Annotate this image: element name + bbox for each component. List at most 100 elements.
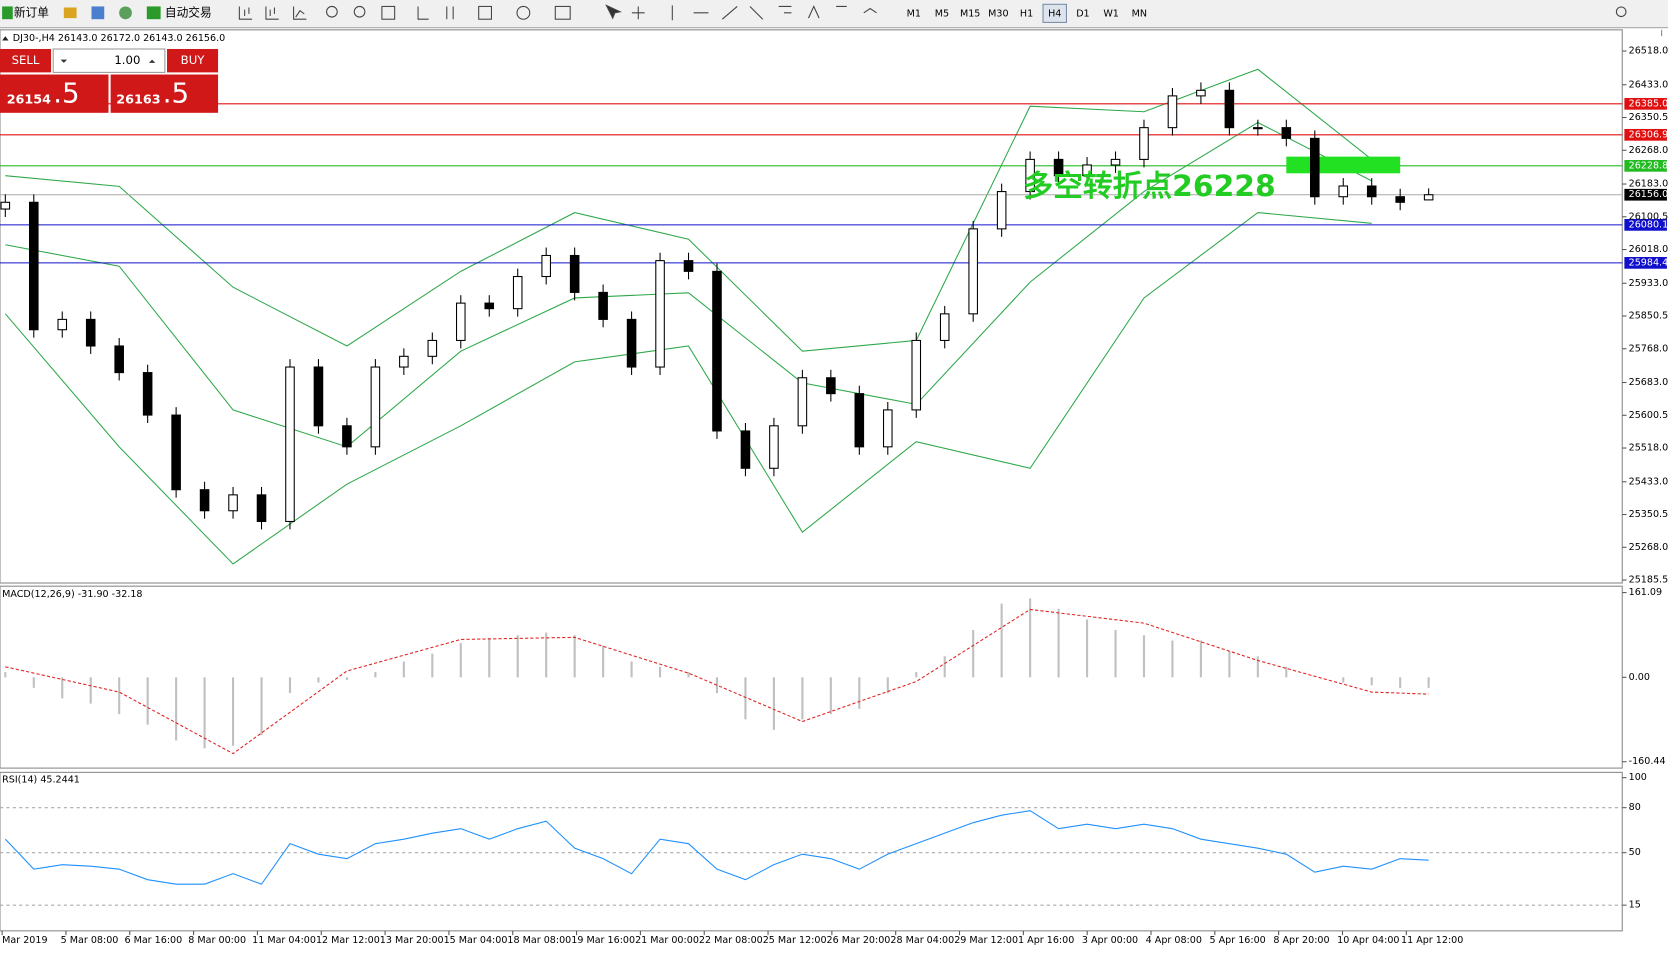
lots-value[interactable]: 1.00 [114, 53, 140, 67]
x-tick-label: 5 Apr 16:00 [1210, 935, 1266, 946]
zoom-out[interactable] [353, 5, 366, 18]
auto-trading[interactable]: 自动交易 [165, 5, 212, 19]
timeframe[interactable]: W1 [1103, 8, 1119, 19]
candle-body [1167, 95, 1178, 129]
x-tick-label: 19 Mar 16:00 [571, 935, 635, 946]
candle-body [57, 318, 68, 331]
candle-body [1423, 194, 1434, 201]
y-tick-label: 26183.0 [1629, 179, 1668, 190]
timeframes: M1 M5 M15 M30 H1 H4 D1 W1 MN [907, 3, 1147, 23]
candle-body [996, 191, 1007, 230]
timeframe[interactable]: H4 [1048, 8, 1061, 19]
indicators[interactable] [478, 5, 492, 20]
templates[interactable] [554, 5, 571, 20]
candle-body [228, 494, 238, 512]
line-tool[interactable] [293, 6, 307, 20]
timeframe[interactable]: M15 [960, 8, 980, 19]
rsi-header: RSI(14) 45.2441 [2, 774, 80, 785]
price-level-label: 25984.4 [1629, 257, 1668, 268]
tool-icon[interactable] [91, 6, 105, 20]
candle-body [342, 425, 352, 448]
y-tick-label: 25185.5 [1629, 575, 1668, 586]
timeframe[interactable]: M5 [935, 8, 949, 19]
sell-label[interactable]: SELL [12, 53, 40, 67]
active-timeframe [1042, 3, 1067, 23]
y-tick-label: 80 [1629, 802, 1641, 813]
tool-icon[interactable] [63, 7, 77, 19]
lots-input[interactable] [52, 48, 166, 73]
x-tick-label: 29 Mar 12:00 [954, 935, 1018, 946]
periods[interactable] [516, 5, 531, 20]
buy-price-box[interactable] [110, 74, 219, 113]
y-tick-label: 26433.0 [1629, 79, 1668, 90]
zoom-in[interactable] [326, 5, 338, 18]
candle-body [313, 366, 324, 427]
price-level-box [1624, 97, 1667, 110]
candle-body [1110, 158, 1121, 166]
x-tick-label: 8 Apr 20:00 [1273, 935, 1329, 946]
candle-body [1309, 137, 1320, 198]
y-tick-label: 26100.5 [1629, 211, 1668, 222]
candle-body [598, 291, 608, 320]
candle-body [854, 393, 865, 448]
sell-button[interactable] [0, 48, 52, 73]
new-order-icon[interactable] [2, 6, 13, 20]
price-level-box [1624, 159, 1667, 172]
collapse-arrow[interactable] [2, 36, 9, 41]
rsi-line [4, 810, 1429, 885]
candle-body [512, 275, 523, 310]
x-tick-label: 12 Mar 12:00 [316, 935, 380, 946]
draw-tools[interactable] [631, 5, 877, 21]
candle-body [85, 318, 96, 347]
tile[interactable] [381, 5, 396, 20]
candle-body [455, 302, 466, 341]
price-level-label: 26385.0 [1629, 98, 1668, 109]
timeframe[interactable]: H1 [1020, 8, 1033, 19]
price-level-box [1624, 188, 1667, 201]
x-tick-label: Mar 2019 [2, 935, 47, 946]
x-tick-label: 1 Apr 16:00 [1018, 935, 1074, 946]
sell-price-box[interactable] [0, 74, 109, 113]
y-tick-label: 26518.0 [1629, 46, 1668, 57]
candle-body [826, 377, 836, 395]
y-tick-label: 25933.0 [1629, 278, 1668, 289]
tool-icon[interactable] [119, 6, 132, 20]
bar-chart-tool[interactable] [238, 6, 253, 20]
y-tick-label: 25768.0 [1629, 343, 1668, 354]
x-tick-label: 8 Mar 00:00 [188, 935, 246, 946]
timeframe[interactable]: MN [1132, 8, 1147, 19]
candle-body [882, 409, 893, 448]
candle-body [199, 489, 210, 512]
auto-trading-icon[interactable] [146, 6, 161, 20]
x-tick-label: 25 Mar 12:00 [763, 935, 827, 946]
search[interactable] [1615, 6, 1627, 18]
candle-body [911, 339, 922, 411]
timeframe[interactable]: D1 [1076, 8, 1089, 19]
price-level-box [1624, 128, 1667, 141]
buy-label[interactable]: BUY [181, 53, 206, 67]
timeframe[interactable]: M1 [907, 8, 921, 19]
candle-body [399, 355, 409, 368]
candle-body [1224, 89, 1235, 129]
cursor[interactable] [605, 4, 622, 20]
scroll-tools[interactable] [417, 6, 454, 20]
candle-body [769, 425, 779, 469]
new-order[interactable]: 新订单 [14, 5, 49, 19]
candle-tool[interactable] [265, 6, 279, 20]
bollinger-band [5, 121, 1372, 448]
timeframe[interactable]: M30 [988, 8, 1008, 19]
buy-button[interactable] [167, 48, 219, 73]
x-tick-label: 4 Apr 08:00 [1146, 935, 1202, 946]
candle-body [1053, 158, 1064, 177]
price-level-label: 26156.0 [1629, 189, 1668, 200]
y-tick-label: 0.00 [1629, 672, 1650, 683]
candle-body [1025, 158, 1035, 193]
y-tick-label: 25850.5 [1629, 311, 1668, 322]
y-tick-label: 25683.0 [1629, 377, 1668, 388]
y-tick-label: 15 [1629, 900, 1641, 911]
toolbar [0, 0, 1668, 28]
x-tick-label: 11 Mar 04:00 [252, 935, 316, 946]
price-level-label: 26306.9 [1629, 129, 1668, 140]
y-tick-label: 26268.0 [1629, 145, 1668, 156]
macd-header: MACD(12,26,9) -31.90 -32.18 [2, 589, 142, 600]
